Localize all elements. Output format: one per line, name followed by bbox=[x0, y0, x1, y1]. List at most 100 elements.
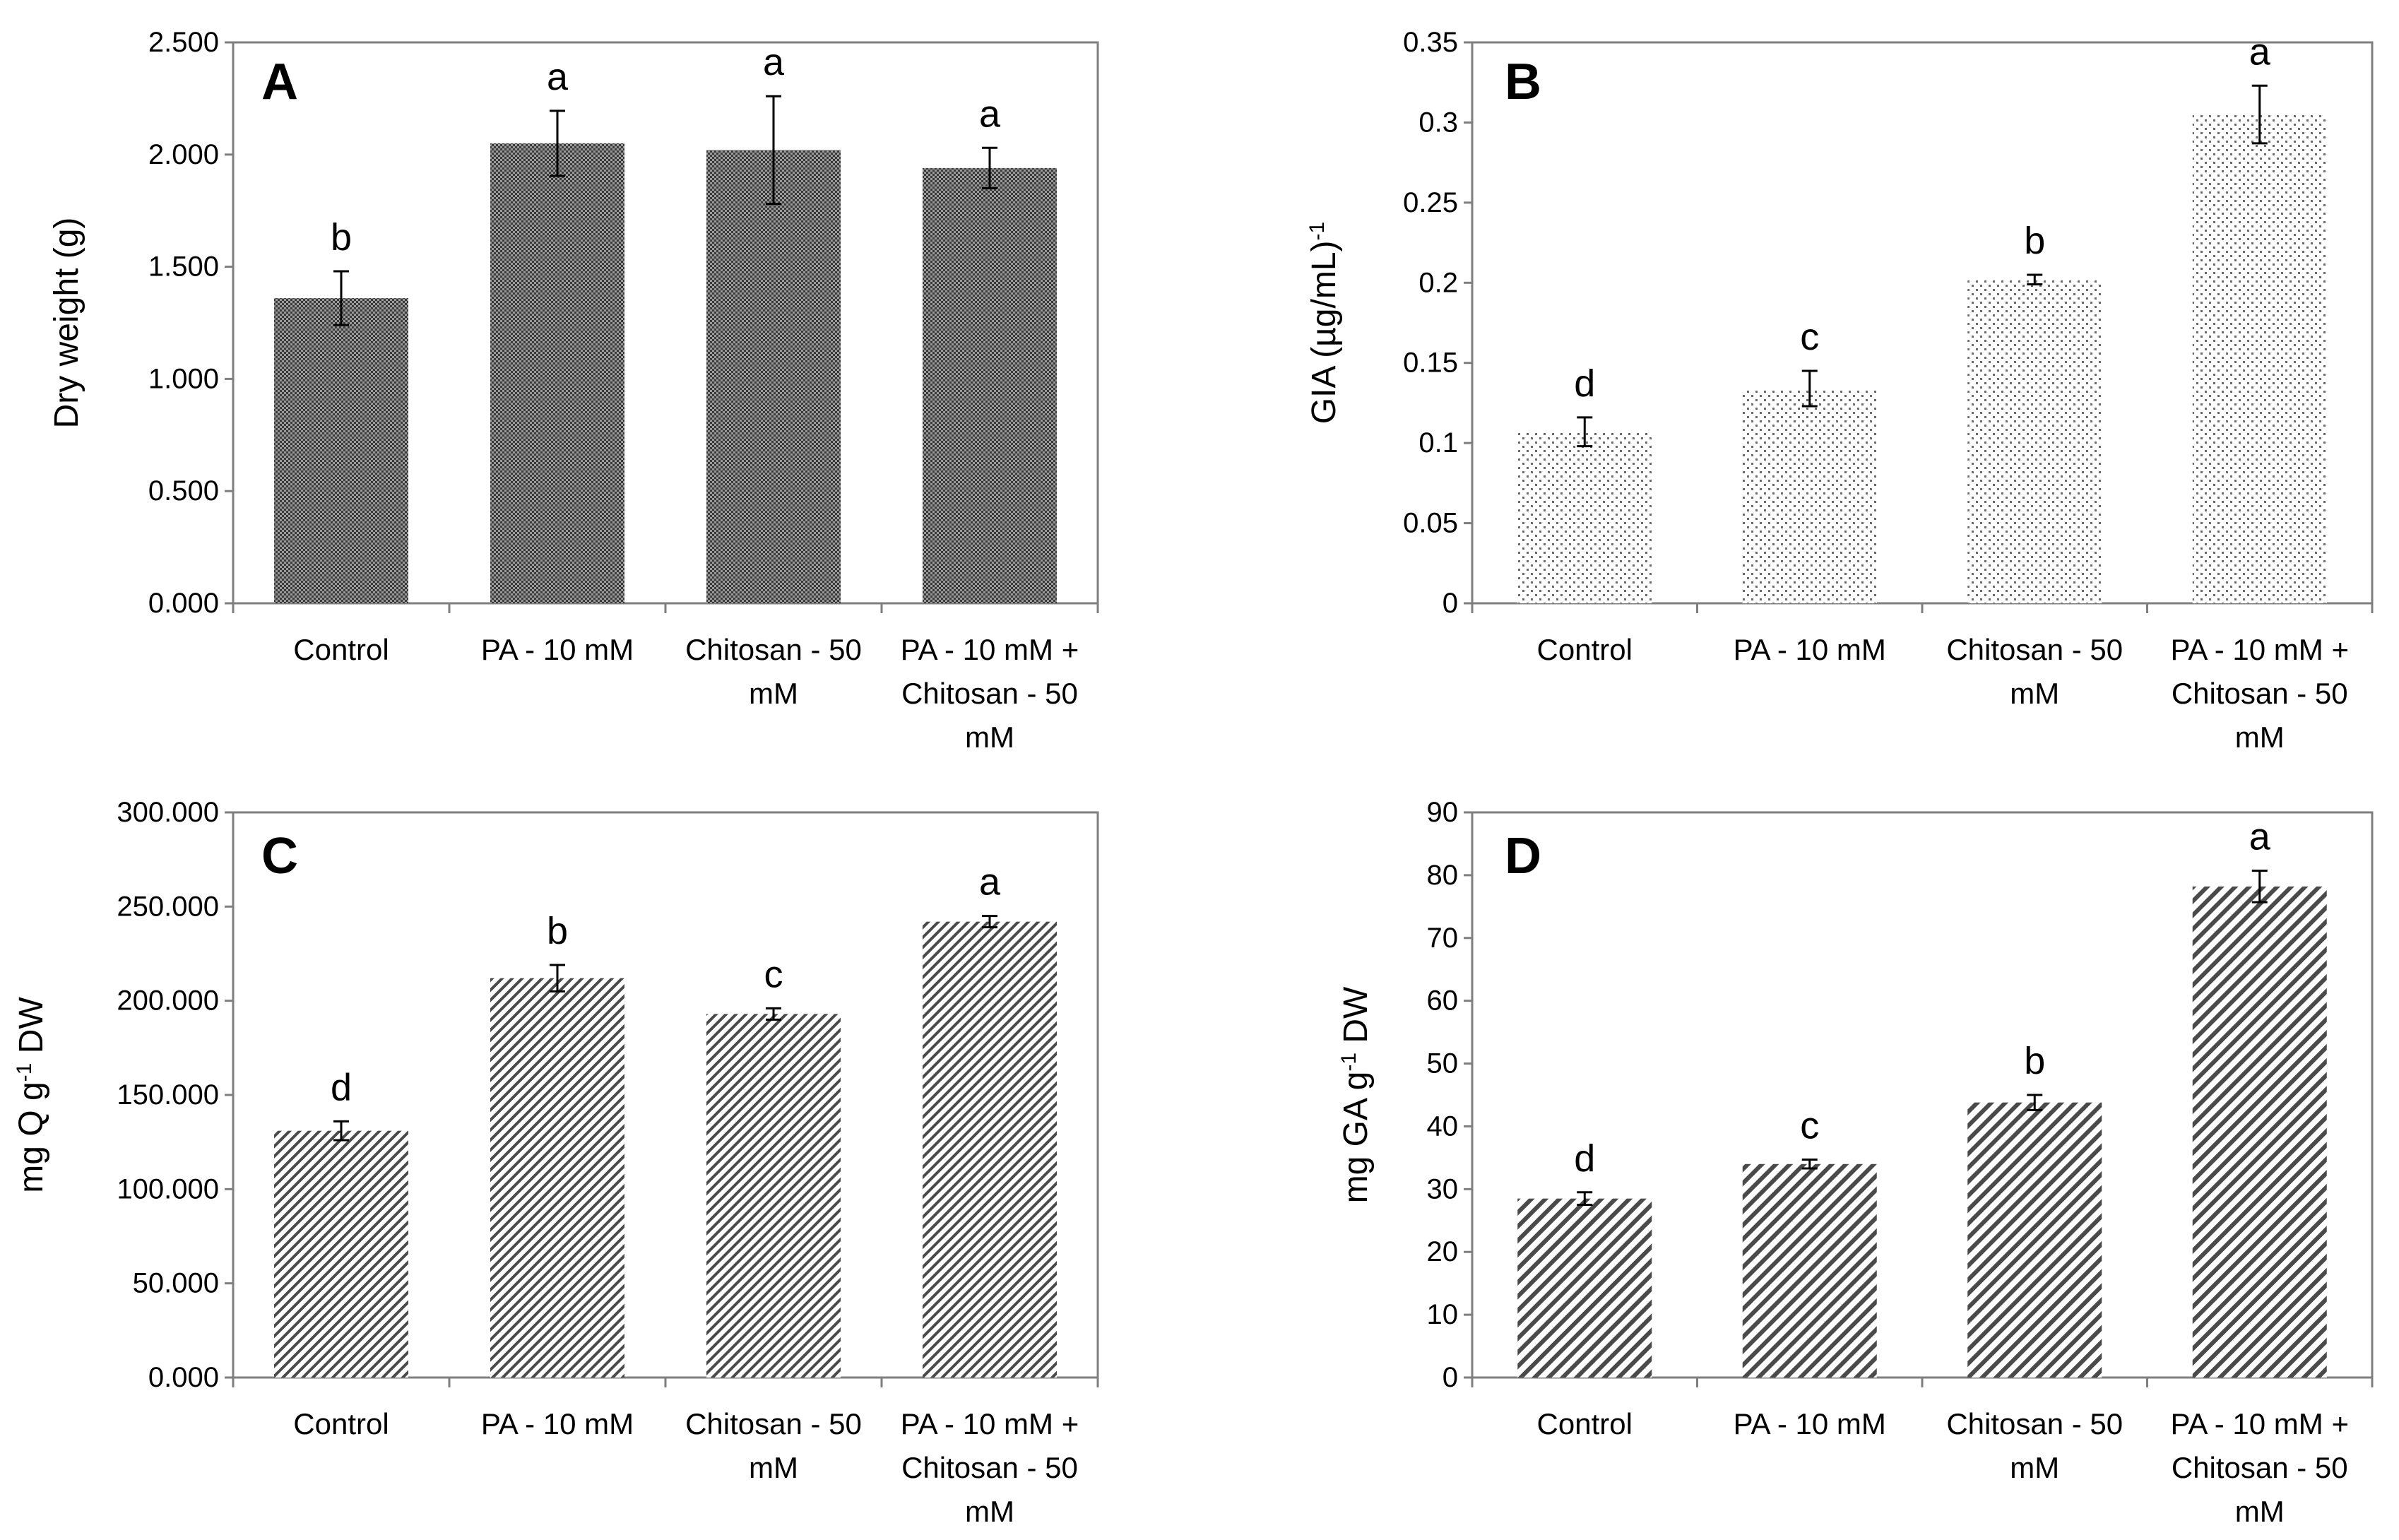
y-tick-label: 0.35 bbox=[1403, 27, 1458, 58]
significance-label: d bbox=[1574, 1137, 1595, 1180]
bar bbox=[274, 1130, 408, 1378]
y-tick-label: 50 bbox=[1427, 1048, 1459, 1079]
y-tick-label: 40 bbox=[1427, 1110, 1459, 1142]
panel-c: 0.000 50.000 100.000 150.000 200.000 250.000 3… bbox=[13, 797, 1099, 1528]
bar bbox=[706, 150, 841, 603]
category-label-line: PA - 10 mM + bbox=[2171, 1407, 2349, 1440]
category-label: PA - 10 mM + Chitosan - 50 mM bbox=[2171, 633, 2349, 754]
y-tick-label: 2.500 bbox=[148, 27, 219, 58]
significance-label: d bbox=[331, 1066, 352, 1108]
category-label-line: PA - 10 mM bbox=[481, 633, 634, 666]
y-axis-title-suffix: DW bbox=[13, 997, 50, 1063]
category-label: Chitosan - 50 mM bbox=[1946, 633, 2123, 710]
y-tick-label: 90 bbox=[1427, 797, 1459, 828]
category-label-line: Control bbox=[1537, 633, 1633, 666]
category-label-line: mM bbox=[965, 721, 1014, 754]
category-label-line: Chitosan - 50 bbox=[1946, 1407, 2123, 1440]
y-axis-title-text: Dry weight (g) bbox=[48, 218, 85, 429]
category-label-line: Control bbox=[293, 633, 389, 666]
panel-letter: C bbox=[261, 828, 298, 884]
significance-label: a bbox=[979, 861, 1001, 904]
category-label: Chitosan - 50 mM bbox=[685, 1407, 862, 1484]
bar bbox=[1967, 1102, 2102, 1378]
category-label-line: Control bbox=[1537, 1407, 1633, 1440]
category-label-line: PA - 10 mM + bbox=[2171, 633, 2349, 666]
y-tick-label: 0.25 bbox=[1403, 187, 1458, 218]
category-label: Control bbox=[293, 633, 389, 666]
category-label-line: Chitosan - 50 bbox=[2172, 677, 2348, 710]
bar bbox=[274, 298, 408, 603]
category-label-line: mM bbox=[749, 677, 798, 710]
y-tick-label: 150.000 bbox=[117, 1079, 219, 1110]
category-label: PA - 10 mM bbox=[481, 633, 634, 666]
category-label-line: mM bbox=[2010, 677, 2059, 710]
bar bbox=[923, 921, 1057, 1378]
y-axis-title-text: GIA (µg/mL) bbox=[1305, 240, 1343, 424]
y-tick-label: 50.000 bbox=[133, 1268, 219, 1299]
category-label: PA - 10 mM + Chitosan - 50 mM bbox=[901, 633, 1079, 754]
category-label-line: Control bbox=[293, 1407, 389, 1440]
bar bbox=[1517, 1198, 1652, 1378]
significance-label: b bbox=[2024, 1040, 2045, 1082]
bar bbox=[490, 978, 624, 1378]
significance-label: b bbox=[547, 910, 568, 952]
significance-label: b bbox=[2024, 220, 2045, 262]
y-tick-label: 0.000 bbox=[148, 1362, 219, 1393]
y-tick-label: 300.000 bbox=[117, 797, 219, 828]
category-label-line: PA - 10 mM + bbox=[901, 633, 1079, 666]
panel-letter: A bbox=[261, 54, 298, 110]
y-axis-title: mg GA g-1 DW bbox=[1337, 986, 1375, 1203]
category-label-line: PA - 10 mM bbox=[481, 1407, 634, 1440]
significance-label: c bbox=[1800, 316, 1819, 358]
significance-label: a bbox=[2249, 30, 2271, 73]
category-label: Chitosan - 50 mM bbox=[1946, 1407, 2123, 1484]
y-tick-label: 80 bbox=[1427, 860, 1459, 891]
significance-label: b bbox=[331, 216, 352, 259]
category-label-line: PA - 10 mM + bbox=[901, 1407, 1079, 1440]
category-label-line: Chitosan - 50 bbox=[1946, 633, 2123, 666]
y-tick-label: 20 bbox=[1427, 1236, 1459, 1267]
y-axis-title-superscript: -1 bbox=[1305, 222, 1329, 241]
significance-label: a bbox=[547, 56, 569, 98]
significance-label: a bbox=[2249, 816, 2271, 858]
category-label: Control bbox=[293, 1407, 389, 1440]
y-axis-title-text: mg GA g bbox=[1337, 1072, 1375, 1204]
bar bbox=[1742, 1163, 1877, 1378]
y-tick-label: 30 bbox=[1427, 1173, 1459, 1204]
category-label-line: Chitosan - 50 bbox=[685, 633, 862, 666]
y-tick-label: 10 bbox=[1427, 1299, 1459, 1330]
category-label-line: PA - 10 mM bbox=[1734, 1407, 1886, 1440]
panel-a: 0.000 0.500 1.000 1.500 2.000 2.500 b Control a P… bbox=[48, 27, 1099, 754]
category-label: Control bbox=[1537, 633, 1633, 666]
y-axis-title-text: mg Q g bbox=[13, 1082, 50, 1192]
y-axis-title: GIA (µg/mL)-1 bbox=[1305, 222, 1344, 424]
category-label: PA - 10 mM bbox=[1734, 633, 1886, 666]
category-label-line: Chitosan - 50 bbox=[685, 1407, 862, 1440]
bar bbox=[923, 167, 1057, 603]
category-label-line: Chitosan - 50 bbox=[2172, 1451, 2348, 1484]
category-label: PA - 10 mM + Chitosan - 50 mM bbox=[2171, 1407, 2349, 1528]
y-tick-label: 0.2 bbox=[1418, 267, 1458, 298]
y-tick-label: 0.500 bbox=[148, 475, 219, 507]
y-tick-label: 250.000 bbox=[117, 891, 219, 922]
category-label-line: Chitosan - 50 bbox=[901, 1451, 1078, 1484]
significance-label: a bbox=[763, 41, 785, 83]
y-axis-title-superscript: -1 bbox=[1337, 1053, 1361, 1072]
y-tick-label: 0 bbox=[1443, 1362, 1458, 1393]
y-tick-label: 0.05 bbox=[1403, 508, 1458, 539]
significance-label: d bbox=[1574, 362, 1595, 405]
y-tick-label: 0 bbox=[1443, 588, 1458, 619]
y-axis-title: mg Q g-1 DW bbox=[13, 997, 51, 1193]
bar bbox=[2192, 886, 2327, 1378]
category-label-line: PA - 10 mM bbox=[1734, 633, 1886, 666]
y-tick-label: 100.000 bbox=[117, 1173, 219, 1204]
y-tick-label: 0.15 bbox=[1403, 348, 1458, 379]
category-label: PA - 10 mM bbox=[481, 1407, 634, 1440]
category-label-line: mM bbox=[2235, 721, 2285, 754]
category-label: Control bbox=[1537, 1407, 1633, 1440]
y-tick-label: 1.500 bbox=[148, 251, 219, 283]
y-tick-label: 200.000 bbox=[117, 985, 219, 1017]
panel-b: 0 0.05 0.1 0.15 0.2 0.25 0.3 0.35 d Control c PA - … bbox=[1305, 27, 2374, 754]
panel-letter: D bbox=[1505, 828, 1541, 884]
